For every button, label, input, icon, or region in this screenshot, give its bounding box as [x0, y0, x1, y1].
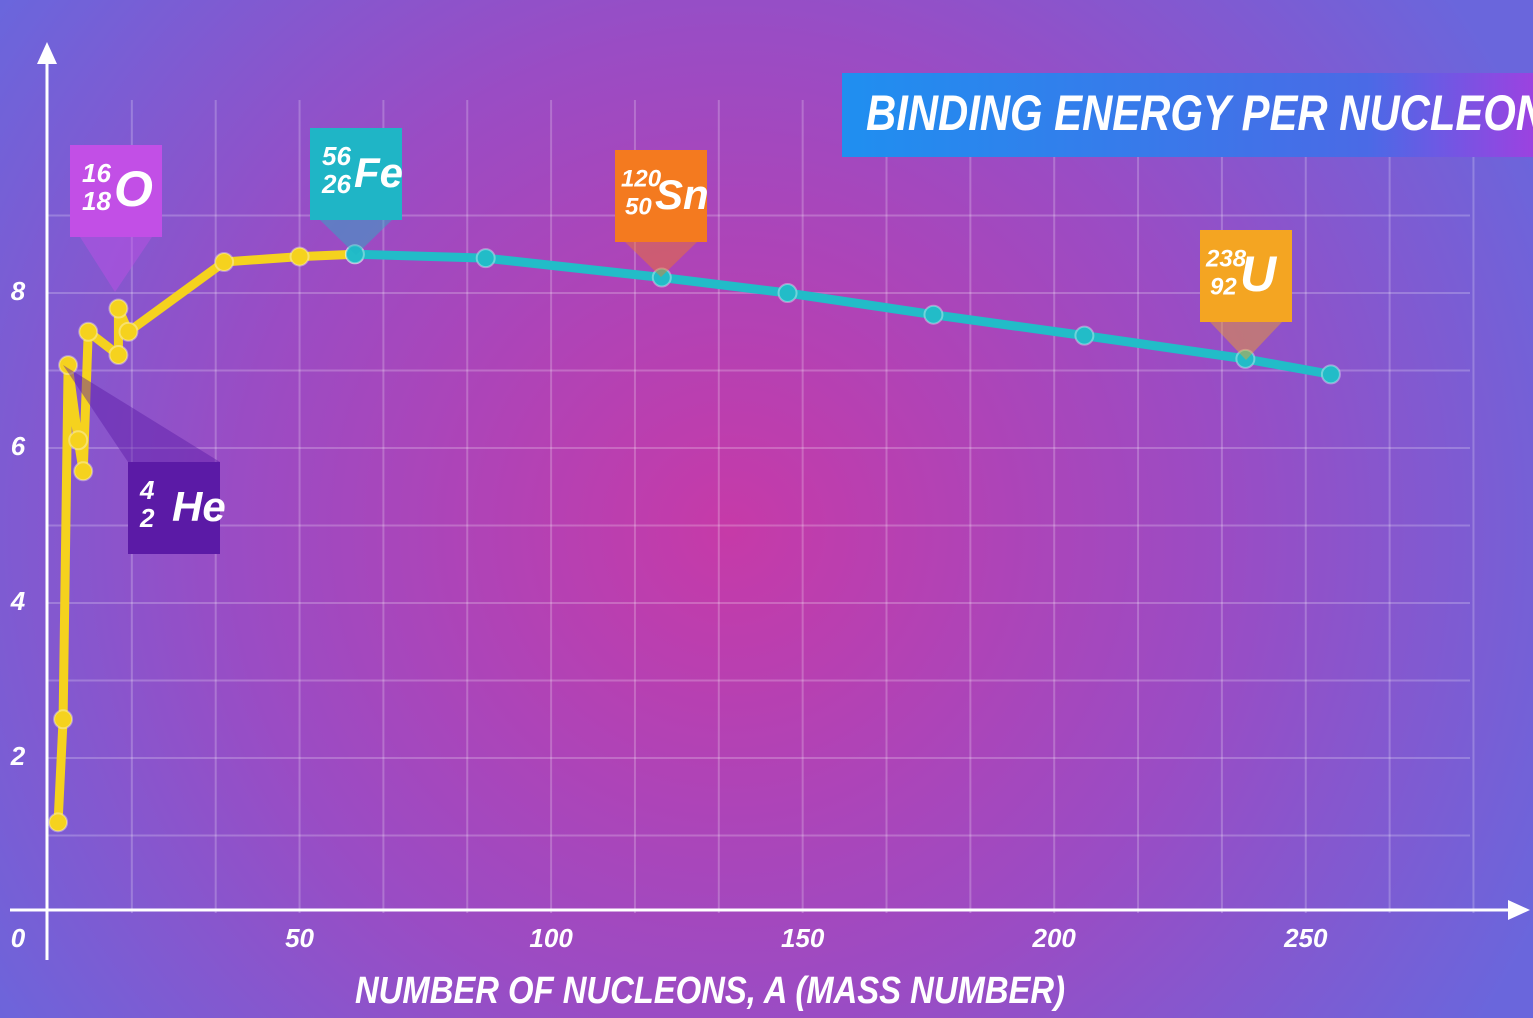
atomic-number: 26 [321, 169, 351, 199]
data-point [54, 710, 72, 728]
mass-number: 56 [322, 141, 351, 171]
atomic-number: 2 [139, 503, 155, 533]
page: BINDING ENERGY PER NUCLEON NUMBER OF NUC… [0, 0, 1533, 1018]
data-point [49, 813, 67, 831]
element-symbol: Fe [354, 149, 403, 196]
data-point [291, 248, 309, 266]
atomic-number: 92 [1210, 273, 1237, 300]
data-point [69, 431, 87, 449]
data-point [924, 306, 942, 324]
atomic-number: 50 [625, 193, 652, 220]
mass-number: 16 [82, 158, 111, 188]
y-tick-label: 2 [10, 741, 26, 771]
x-tick-label: 100 [529, 923, 573, 953]
chart: BINDING ENERGY PER NUCLEON NUMBER OF NUC… [0, 0, 1533, 1018]
y-tick-label: 4 [10, 586, 26, 616]
data-point [215, 253, 233, 271]
x-tick-label: 0 [11, 923, 26, 953]
element-symbol: O [114, 161, 153, 217]
chart-title: BINDING ENERGY PER NUCLEON [866, 85, 1533, 141]
y-tick-label: 6 [11, 431, 26, 461]
element-symbol: U [1240, 246, 1278, 302]
data-point [1322, 365, 1340, 383]
element-symbol: He [172, 483, 226, 530]
x-tick-label: 50 [285, 923, 314, 953]
data-point [119, 323, 137, 341]
mass-number: 4 [139, 475, 155, 505]
x-tick-label: 250 [1283, 923, 1328, 953]
data-point [1075, 327, 1093, 345]
x-axis-label: NUMBER OF NUCLEONS, A (MASS NUMBER) [355, 970, 1065, 1012]
x-tick-label: 200 [1032, 923, 1077, 953]
data-point [109, 346, 127, 364]
y-tick-label: 8 [11, 276, 26, 306]
atomic-number: 18 [82, 186, 111, 216]
data-point [477, 249, 495, 267]
data-point [109, 300, 127, 318]
data-point [74, 462, 92, 480]
data-point [779, 284, 797, 302]
x-tick-label: 150 [781, 923, 825, 953]
element-symbol: Sn [655, 171, 709, 218]
data-point [79, 323, 97, 341]
